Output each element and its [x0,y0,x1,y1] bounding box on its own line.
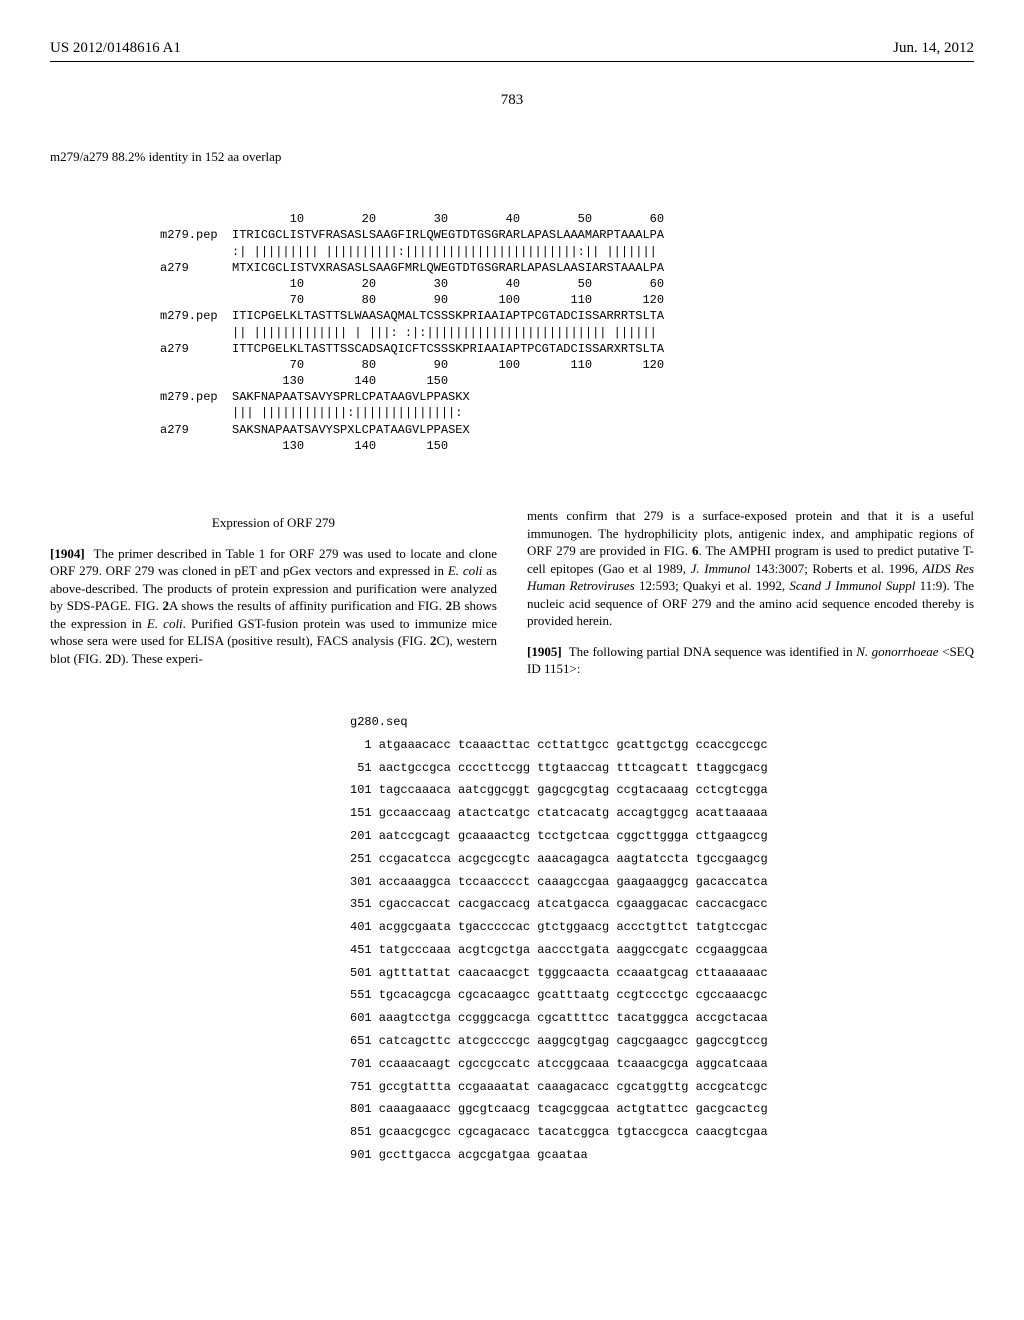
ruler: 70 80 90 100 110 120 [160,358,664,372]
publication-date: Jun. 14, 2012 [893,40,974,57]
seq-line: 801 caaagaaacc ggcgtcaacg tcagcggcaa act… [350,1098,974,1121]
seq-line: 501 agtttattat caacaacgct tgggcaacta cca… [350,962,974,985]
seq-line: 401 acggcgaata tgacccccac gtctggaacg acc… [350,916,974,939]
seq-row: m279.pep SAKFNAPAATSAVYSPRLCPATAAGVLPPAS… [160,390,470,404]
seq-line: 601 aaagtcctga ccgggcacga cgcattttcc tac… [350,1007,974,1030]
seq-line: 1 atgaaacacc tcaaacttac ccttattgcc gcatt… [350,734,974,757]
match-row: :| ||||||||| ||||||||||:||||||||||||||||… [160,245,657,259]
seq-line: 301 accaaaggca tccaacccct caaagccgaa gaa… [350,871,974,894]
seq-line: 251 ccgacatcca acgcgccgtc aaacagagca aag… [350,848,974,871]
paragraph: ments confirm that 279 is a surface-expo… [527,507,974,630]
ruler: 10 20 30 40 50 60 [160,277,664,291]
seq-line: 151 gccaaccaag atactcatgc ctatcacatg acc… [350,802,974,825]
seq-row: m279.pep ITICPGELKLTASTTSLWAASAQMALTCSSS… [160,309,664,323]
page-number: 783 [50,92,974,109]
paragraph: [1905] The following partial DNA sequenc… [527,643,974,678]
seq-name: g280.seq [350,711,974,734]
seq-line: 201 aatccgcagt gcaaaactcg tcctgctcaa cgg… [350,825,974,848]
dna-sequence-block: g280.seq 1 atgaaacacc tcaaacttac ccttatt… [350,711,974,1167]
seq-line: 101 tagccaaaca aatcggcggt gagcgcgtag ccg… [350,779,974,802]
seq-line: 751 gccgtattta ccgaaaatat caaagacacc cgc… [350,1076,974,1099]
seq-line: 451 tatgcccaaa acgtcgctga aaccctgata aag… [350,939,974,962]
seq-line: 51 aactgccgca ccccttccgg ttgtaaccag tttc… [350,757,974,780]
publication-number: US 2012/0148616 A1 [50,40,181,57]
ruler: 130 140 150 [160,439,448,453]
ruler: 10 20 30 40 50 60 [160,212,664,226]
sequence-alignment: 10 20 30 40 50 60 m279.pep ITRICGCLISTVF… [160,195,974,454]
paragraph: [1904] The primer described in Table 1 f… [50,545,497,668]
seq-line: 551 tgcacagcga cgcacaagcc gcatttaatg ccg… [350,984,974,1007]
left-column: Expression of ORF 279 [1904] The primer … [50,494,497,691]
ruler: 70 80 90 100 110 120 [160,293,664,307]
para-number: [1904] [50,546,85,561]
seq-row: a279 MTXICGCLISTVXRASASLSAAGFMRLQWEGTDTG… [160,261,664,275]
match-row: || ||||||||||||| | |||: :|:|||||||||||||… [160,326,657,340]
para-number: [1905] [527,644,562,659]
seq-line: 651 catcagcttc atcgccccgc aaggcgtgag cag… [350,1030,974,1053]
right-column: ments confirm that 279 is a surface-expo… [527,494,974,691]
seq-line: 901 gccttgacca acgcgatgaa gcaataa [350,1144,974,1167]
identity-summary: m279/a279 88.2% identity in 152 aa overl… [50,149,974,165]
seq-row: a279 ITTCPGELKLTASTTSSCADSAQICFTCSSSKPRI… [160,342,664,356]
seq-line: 351 cgaccaccat cacgaccacg atcatgacca cga… [350,893,974,916]
seq-line: 851 gcaacgcgcc cgcagacacc tacatcggca tgt… [350,1121,974,1144]
ruler: 130 140 150 [160,374,448,388]
seq-row: a279 SAKSNAPAATSAVYSPXLCPATAAGVLPPASEX [160,423,470,437]
seq-line: 701 ccaaacaagt cgccgccatc atccggcaaa tca… [350,1053,974,1076]
header-divider [50,61,974,62]
match-row: ||| ||||||||||||:||||||||||||||: [160,406,462,420]
seq-row: m279.pep ITRICGCLISTVFRASASLSAAGFIRLQWEG… [160,228,664,242]
section-heading: Expression of ORF 279 [50,514,497,532]
